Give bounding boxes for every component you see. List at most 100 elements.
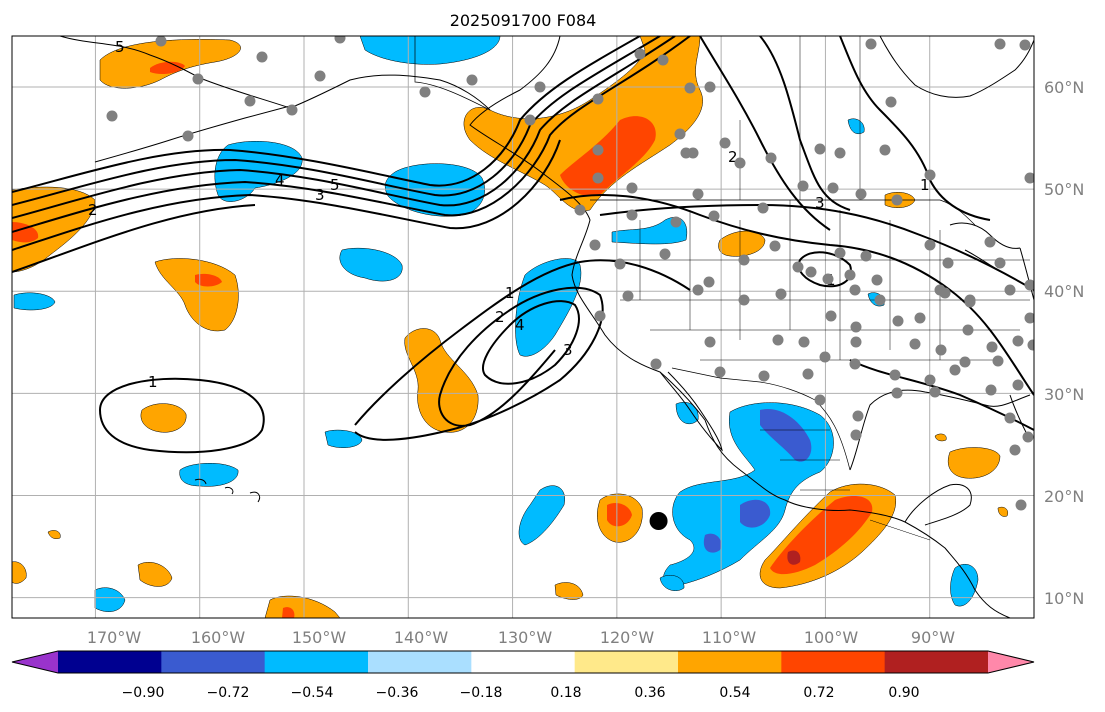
- lon-label: 90°W: [911, 628, 955, 647]
- contour-label: 5: [115, 38, 125, 56]
- station-dot: [1019, 39, 1031, 51]
- anomaly-region-negative: [94, 587, 126, 612]
- station-dot: [692, 188, 704, 200]
- anomaly-region-positive: [718, 230, 766, 257]
- anomaly-region-strong: [560, 116, 656, 197]
- colorbar: [11, 650, 1035, 674]
- station-dot: [650, 358, 662, 370]
- lon-label: 160°W: [191, 628, 246, 647]
- lat-label: 30°N: [1044, 385, 1084, 404]
- station-dot: [592, 172, 604, 184]
- lat-label: 20°N: [1044, 487, 1084, 506]
- station-dot: [1024, 312, 1034, 324]
- station-dot: [614, 258, 626, 270]
- marked-location-dot: [649, 512, 668, 530]
- station-dot: [797, 180, 809, 192]
- contour-label: 1: [505, 284, 515, 302]
- station-dot: [814, 143, 826, 155]
- station-dot: [687, 147, 699, 159]
- station-dot: [889, 369, 901, 381]
- station-dot: [692, 284, 704, 296]
- anomaly-region-strong: [607, 503, 632, 527]
- colorbar-segment: [58, 651, 162, 673]
- station-dot: [192, 73, 204, 85]
- contour-label: 3: [563, 341, 573, 359]
- station-dot: [592, 144, 604, 156]
- station-dot: [622, 290, 634, 302]
- station-dot: [704, 81, 716, 93]
- station-dot: [1024, 279, 1034, 291]
- anomaly-region-positive: [404, 328, 479, 433]
- anomaly-region-strong: [150, 61, 185, 74]
- station-dot: [819, 351, 831, 363]
- station-dot: [985, 384, 997, 396]
- contour-line: [599, 203, 1034, 291]
- anomaly-region-strong: [195, 273, 222, 287]
- mexico-states: [760, 429, 931, 541]
- station-dot: [626, 182, 638, 194]
- anomaly-region-positive: [463, 36, 703, 212]
- contour-label: 4: [275, 171, 285, 189]
- colorbar-segment: [781, 651, 886, 673]
- colorbar-tick-label: −0.18: [460, 685, 503, 701]
- anomaly-region-negative: [675, 402, 699, 424]
- station-dot: [849, 284, 861, 296]
- station-dot: [534, 81, 546, 93]
- station-dot: [798, 336, 810, 348]
- contour-line: [354, 286, 604, 441]
- coastlines: [59, 36, 1034, 618]
- station-dot: [626, 209, 638, 221]
- station-dot: [865, 38, 877, 50]
- colorbar-tick-label: 0.90: [888, 685, 919, 701]
- station-dot: [914, 312, 926, 324]
- station-dot: [670, 216, 682, 228]
- station-dot: [703, 276, 715, 288]
- lon-label: 120°W: [600, 628, 655, 647]
- colorbar-tick-label: 0.18: [550, 685, 581, 701]
- contour-label: 1: [148, 373, 158, 391]
- station-dot: [871, 274, 883, 286]
- contour-line: [12, 36, 691, 233]
- colorbar-tick-label: 0.36: [634, 685, 665, 701]
- station-dot: [256, 51, 268, 63]
- station-dot: [935, 344, 947, 356]
- gulf-coast: [849, 389, 1031, 471]
- station-dot: [1004, 284, 1016, 296]
- contour-line: [699, 36, 831, 231]
- contour-lines: [12, 36, 1034, 454]
- hawaii: [194, 478, 261, 503]
- colorbar-tick-label: −0.90: [122, 685, 165, 701]
- lon-label: 110°W: [702, 628, 757, 647]
- station-dot: [334, 36, 346, 44]
- contour-line: [12, 36, 676, 219]
- station-dot: [850, 321, 862, 333]
- station-dot: [814, 394, 826, 406]
- contour-label: 5: [330, 176, 340, 194]
- anomaly-region-positive: [137, 562, 173, 587]
- station-dot: [757, 202, 769, 214]
- station-dot: [850, 336, 862, 348]
- station-dot: [805, 266, 817, 278]
- anomaly-region-negative: [515, 258, 582, 357]
- contour-line: [98, 377, 265, 454]
- station-dot: [719, 137, 731, 149]
- station-dot: [827, 182, 839, 194]
- anomaly-region-positive: [934, 433, 947, 442]
- contour-label: 2: [728, 148, 738, 166]
- station-dot: [592, 93, 604, 105]
- station-dot: [885, 96, 897, 108]
- colorbar-extend-high: [988, 651, 1034, 673]
- station-dot: [860, 250, 872, 262]
- north-america-west-coast: [469, 36, 1011, 618]
- station-dot: [708, 210, 720, 222]
- colorbar-tick-label: −0.54: [291, 685, 334, 701]
- contour-line: [559, 194, 1034, 396]
- station-dot: [106, 110, 118, 122]
- station-dot: [959, 356, 971, 368]
- colorbar-segment: [264, 651, 369, 673]
- aleutians: [94, 105, 291, 163]
- contour-label: 3: [815, 194, 825, 212]
- anomaly-region-positive: [154, 258, 239, 332]
- station-dot: [314, 70, 326, 82]
